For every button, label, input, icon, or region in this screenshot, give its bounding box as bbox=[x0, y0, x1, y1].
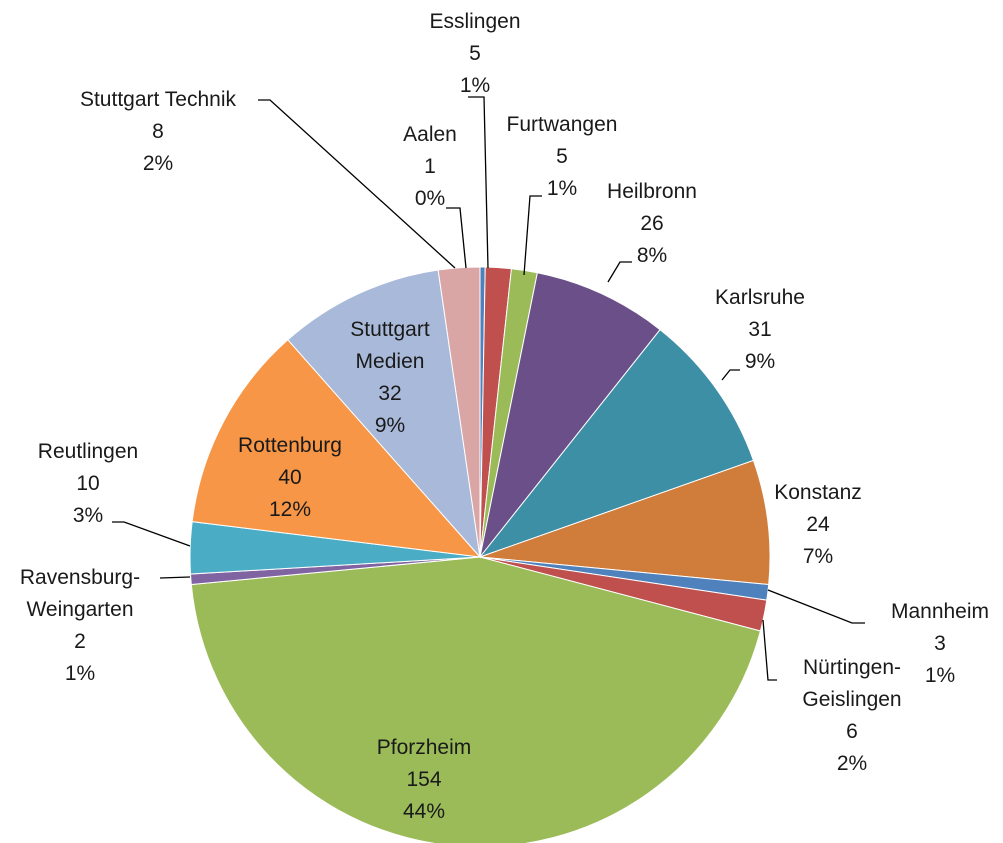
percent-label: 44% bbox=[402, 800, 446, 823]
value-label: 40 bbox=[278, 466, 302, 489]
value-label: 6 bbox=[846, 720, 858, 743]
value-label: 8 bbox=[152, 120, 164, 143]
category-label: Karlsruhe bbox=[715, 286, 805, 309]
leader-line bbox=[468, 96, 489, 269]
pie-slice bbox=[191, 339, 482, 558]
category-label: Mannheim bbox=[890, 600, 990, 623]
data-label: Esslingen 5 1% bbox=[400, 6, 550, 102]
category-label: Aalen bbox=[403, 123, 457, 146]
value-label: 31 bbox=[748, 318, 772, 341]
value-label: 24 bbox=[806, 513, 830, 536]
value-label: 3 bbox=[934, 632, 946, 655]
value-label: 5 bbox=[469, 42, 481, 65]
value-label: 2 bbox=[74, 630, 86, 653]
value-label: 154 bbox=[406, 768, 442, 791]
data-label: Pforzheim 154 44% bbox=[334, 732, 514, 828]
value-label: 1 bbox=[424, 155, 436, 178]
pie-slice bbox=[479, 272, 661, 558]
leader-line bbox=[112, 521, 191, 547]
data-label: Heilbronn 26 8% bbox=[572, 176, 732, 272]
data-label: Aalen 1 0% bbox=[370, 119, 490, 215]
percent-label: 0% bbox=[414, 187, 446, 210]
data-label: Mannheim 3 1% bbox=[870, 596, 1003, 692]
percent-label: 8% bbox=[636, 244, 668, 267]
leader-line bbox=[762, 619, 777, 681]
percent-label: 3% bbox=[72, 504, 104, 527]
percent-label: 9% bbox=[744, 350, 776, 373]
pie-slice bbox=[479, 459, 771, 586]
percent-label: 1% bbox=[459, 74, 491, 97]
leader-line bbox=[446, 207, 467, 269]
category-label: Konstanz bbox=[774, 481, 862, 504]
data-label: Konstanz 24 7% bbox=[738, 477, 898, 573]
pie-slice bbox=[437, 266, 481, 558]
leader-line bbox=[258, 99, 456, 269]
leader-line bbox=[159, 576, 191, 579]
category-label: Heilbronn bbox=[607, 180, 697, 203]
data-label: Rottenburg 40 12% bbox=[210, 430, 370, 526]
pie-slice bbox=[478, 328, 755, 559]
percent-label: 9% bbox=[374, 414, 406, 437]
leader-line bbox=[767, 589, 865, 624]
value-label: 5 bbox=[556, 145, 568, 168]
category-label: Stuttgart Technik bbox=[79, 88, 237, 111]
leader-line bbox=[607, 261, 632, 283]
percent-label: 2% bbox=[142, 152, 174, 175]
percent-label: 12% bbox=[268, 498, 312, 521]
category-label: Ravensburg-Weingarten bbox=[19, 566, 141, 621]
category-label: Pforzheim bbox=[376, 736, 472, 759]
percent-label: 1% bbox=[924, 664, 956, 687]
category-label: Reutlingen bbox=[37, 440, 139, 463]
category-label: Furtwangen bbox=[506, 113, 618, 136]
data-label: Stuttgart Technik 8 2% bbox=[33, 84, 283, 180]
percent-label: 7% bbox=[802, 545, 834, 568]
data-label: Nürtingen-Geislingen 6 2% bbox=[787, 652, 917, 780]
category-label: Stuttgart Medien bbox=[350, 318, 430, 373]
percent-label: 1% bbox=[64, 662, 96, 685]
leader-line bbox=[721, 369, 740, 381]
data-label: Furtwangen 5 1% bbox=[472, 109, 652, 205]
leader-line bbox=[523, 195, 542, 276]
value-label: 32 bbox=[378, 382, 402, 405]
leader-lines bbox=[112, 96, 865, 681]
data-label: Reutlingen 10 3% bbox=[8, 436, 168, 532]
category-label: Rottenburg bbox=[238, 434, 342, 457]
value-label: 26 bbox=[640, 212, 664, 235]
pie-slice bbox=[287, 269, 481, 559]
data-label: Karlsruhe 31 9% bbox=[680, 282, 840, 378]
percent-label: 2% bbox=[836, 752, 868, 775]
data-label: Stuttgart Medien 32 9% bbox=[335, 314, 445, 442]
value-label: 10 bbox=[76, 472, 100, 495]
pie-slice bbox=[190, 556, 762, 843]
data-label: Ravensburg-Weingarten 2 1% bbox=[10, 562, 150, 690]
category-label: Esslingen bbox=[429, 10, 521, 33]
percent-label: 1% bbox=[546, 177, 578, 200]
category-label: Nürtingen-Geislingen bbox=[802, 656, 902, 711]
